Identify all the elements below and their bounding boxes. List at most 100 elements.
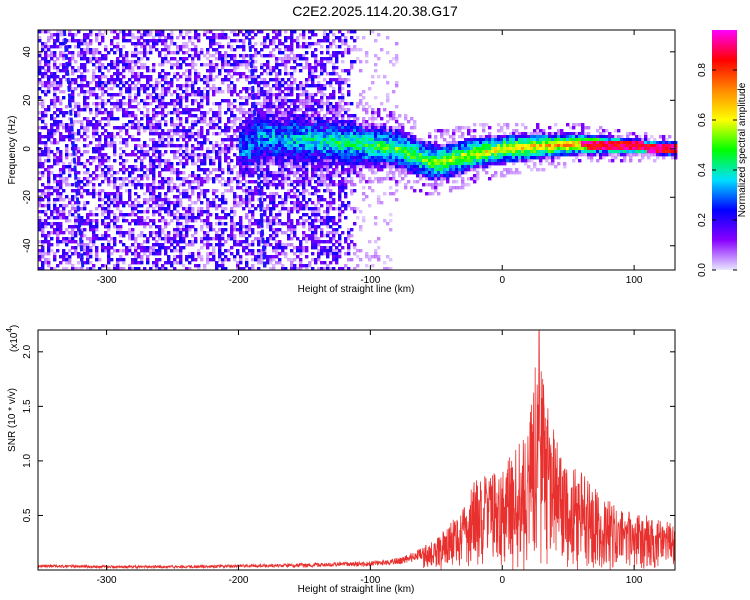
spectrogram-cell	[335, 240, 339, 244]
spectrogram-cell	[161, 69, 165, 73]
spectrogram-cell	[311, 141, 315, 145]
spectrogram-cell	[83, 234, 87, 238]
spectrogram-cell	[191, 252, 195, 256]
spectrogram-cell	[350, 132, 354, 136]
spectrogram-cell	[107, 144, 111, 148]
spectrogram-cell	[95, 51, 99, 55]
spectrogram-cell	[302, 84, 306, 88]
spectrogram-cell	[68, 213, 72, 217]
spectrogram-cell	[164, 72, 168, 76]
spectrogram-cell	[158, 36, 162, 40]
spectrogram-cell	[146, 237, 150, 241]
spectrogram-cell	[218, 243, 222, 247]
spectrogram-cell	[44, 81, 48, 85]
spectrogram-cell	[311, 168, 315, 172]
spectrogram-cell	[305, 168, 309, 172]
spectrogram-cell	[104, 135, 108, 139]
spectrogram-cell	[311, 135, 315, 139]
spectrogram-cell	[116, 33, 120, 37]
spectrogram-cell	[194, 51, 198, 55]
spectrogram-cell	[104, 90, 108, 94]
spectrogram-cell	[131, 135, 135, 139]
spectrogram-cell	[74, 231, 78, 235]
spectrogram-cell	[113, 105, 117, 109]
spectrogram-cell	[134, 177, 138, 181]
spectrogram-cell	[266, 195, 270, 199]
spectrogram-cell	[140, 219, 144, 223]
spectrogram-cell	[230, 108, 234, 112]
spectrogram-cell	[179, 249, 183, 253]
spectrogram-cell	[359, 141, 363, 145]
spectrogram-cell	[239, 174, 243, 178]
spectrogram-cell	[155, 264, 159, 268]
spectrogram-cell	[152, 108, 156, 112]
spectrogram-cell	[326, 144, 330, 148]
spectrogram-cell	[161, 108, 165, 112]
spectrogram-cell	[74, 105, 78, 109]
spectrogram-cell	[107, 177, 111, 181]
spectrogram-cell	[98, 96, 102, 100]
spectrogram-cell	[242, 129, 246, 133]
spectrogram-cell	[347, 228, 351, 232]
spectrogram-cell	[65, 129, 69, 133]
spectrogram-cell	[38, 63, 42, 67]
spectrogram-cell	[221, 171, 225, 175]
spectrogram-cell	[176, 51, 180, 55]
spectrogram-cell	[266, 105, 270, 109]
spectrogram-cell	[191, 54, 195, 58]
spectrogram-cell	[80, 123, 84, 127]
spectrogram-cell	[269, 78, 273, 82]
spectrogram-cell	[59, 84, 63, 88]
spectrogram-cell	[65, 267, 69, 271]
spectrogram-cell	[260, 147, 264, 151]
spectrogram-cell	[209, 75, 213, 79]
spectrogram-cell	[245, 111, 249, 115]
spectrogram-cell	[251, 213, 255, 217]
spectrogram-cell	[134, 222, 138, 226]
spectrogram-cell	[299, 129, 303, 133]
spectrogram-cell	[158, 39, 162, 43]
spectrogram-cell	[206, 255, 210, 259]
spectrogram-cell	[239, 228, 243, 232]
spectrogram-cell	[344, 162, 348, 166]
spectrogram-cell	[308, 222, 312, 226]
spectrogram-cell	[206, 246, 210, 250]
spectrogram-cell	[254, 171, 258, 175]
spectrogram-cell	[257, 144, 261, 148]
spectrogram-cell	[344, 69, 348, 73]
spectrogram-cell	[335, 114, 339, 118]
spectrogram-cell	[167, 162, 171, 166]
spectrogram-cell	[191, 123, 195, 127]
spectrogram-cell	[305, 183, 309, 187]
spectrogram-cell	[305, 84, 309, 88]
spectrogram-cell	[152, 222, 156, 226]
spectrogram-cell	[326, 177, 330, 181]
spectrogram-cell	[101, 84, 105, 88]
spectrogram-cell	[113, 102, 117, 106]
spectrogram-cell	[245, 165, 249, 169]
spectrogram-cell	[140, 123, 144, 127]
spectrogram-cell	[218, 258, 222, 262]
spectrogram-cell	[281, 120, 285, 124]
spectrogram-cell	[245, 171, 249, 175]
spectrogram-cell	[311, 108, 315, 112]
spectrogram-cell	[164, 192, 168, 196]
spectrogram-cell	[266, 162, 270, 166]
spectrogram-cell	[296, 249, 300, 253]
spectrogram-cell	[137, 150, 141, 154]
spectrogram-cell	[128, 234, 132, 238]
spectrogram-cell	[92, 156, 96, 160]
spectrogram-cell	[293, 147, 297, 151]
spectrogram-cell	[164, 207, 168, 211]
spectrogram-cell	[152, 147, 156, 151]
spectrogram-cell	[242, 45, 246, 49]
spectrogram-cell	[116, 45, 120, 49]
spectrogram-cell	[356, 129, 360, 133]
spectrogram-cell	[335, 246, 339, 250]
spectrogram-cell	[56, 120, 60, 124]
spectrogram-cell	[191, 234, 195, 238]
spectrogram-cell	[113, 225, 117, 229]
spectrogram-cell	[80, 267, 84, 271]
spectrogram-cell	[227, 84, 231, 88]
spectrogram-cell	[134, 153, 138, 157]
